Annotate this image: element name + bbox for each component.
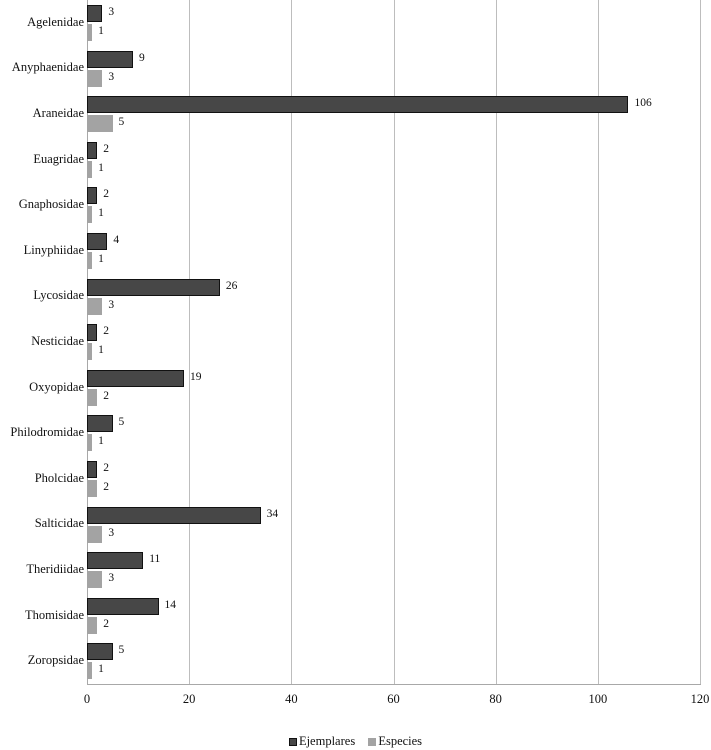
category-label: Euagridae — [33, 151, 84, 166]
data-label: 5 — [118, 416, 125, 429]
category-label: Araneidae — [32, 106, 84, 120]
legend-swatch-light — [368, 737, 377, 746]
data-label: 19 — [190, 370, 202, 383]
data-label: 5 — [118, 116, 125, 129]
x-tick-label: 80 — [489, 692, 502, 706]
data-label: 106 — [634, 97, 652, 110]
x-tick-label: 0 — [83, 692, 91, 706]
legend-label: Ejemplares — [298, 734, 356, 748]
data-label: 3 — [108, 526, 115, 539]
bar-especies — [87, 525, 103, 543]
data-label: 14 — [164, 598, 177, 611]
bar-ejemplares — [87, 96, 629, 114]
bar-ejemplares — [87, 506, 261, 524]
data-label: 3 — [108, 6, 115, 18]
data-label: 34 — [266, 507, 279, 520]
category-label: Thomisidae — [24, 607, 84, 622]
data-label: 4 — [113, 234, 120, 246]
category-label: Nesticidae — [31, 334, 84, 348]
x-tick-label: 120 — [690, 692, 710, 706]
data-label: 1 — [98, 253, 104, 265]
bar-ejemplares — [87, 324, 98, 342]
data-label: 2 — [103, 462, 109, 474]
bar-especies — [87, 252, 93, 269]
bar-especies — [87, 616, 98, 634]
data-label: 1 — [98, 207, 104, 220]
data-label: 1 — [98, 344, 104, 357]
category-label: Philodromidae — [10, 425, 84, 440]
bar-ejemplares — [87, 643, 113, 661]
category-label: Pholcidae — [34, 470, 84, 485]
data-label: 26 — [225, 279, 238, 292]
bar-ejemplares — [87, 461, 98, 478]
bar-especies — [87, 571, 103, 589]
gridline — [189, 0, 190, 684]
gridline — [496, 0, 497, 684]
bar-especies — [87, 206, 93, 224]
legend: Ejemplares Especies — [0, 734, 711, 750]
data-label: 1 — [98, 435, 104, 448]
bar-especies — [87, 480, 98, 497]
data-label: 2 — [103, 481, 109, 493]
category-label: Lycosidae — [33, 288, 84, 303]
bar-especies — [87, 388, 98, 406]
category-label: Agelenidae — [27, 14, 84, 29]
data-label: 2 — [103, 389, 109, 402]
data-label: 9 — [138, 51, 145, 64]
bar-ejemplares — [87, 278, 220, 296]
gridline — [291, 0, 292, 684]
category-label: Gnaphosidae — [18, 197, 84, 212]
gridline — [598, 0, 599, 684]
data-label: 2 — [103, 617, 109, 630]
bar-ejemplares — [87, 552, 144, 570]
data-label: 1 — [98, 25, 104, 37]
bar-especies — [87, 297, 103, 315]
bar-especies — [87, 434, 93, 452]
legend-swatch-dark — [288, 737, 297, 746]
bar-especies — [87, 343, 93, 361]
category-label: Linyphiidae — [23, 242, 84, 257]
bar-especies — [87, 69, 103, 87]
bar-especies — [87, 662, 93, 680]
data-label: 2 — [103, 188, 109, 201]
legend-item-ejemplares: Ejemplares — [288, 734, 356, 749]
bar-ejemplares — [87, 597, 159, 615]
data-label: 5 — [118, 644, 125, 657]
x-tick-label: 100 — [588, 692, 608, 706]
category-label: Salticidae — [34, 516, 84, 531]
gridline — [394, 0, 395, 684]
bar-ejemplares — [87, 5, 103, 22]
data-label: 1 — [98, 161, 104, 174]
bar-ejemplares — [87, 415, 113, 433]
bar-especies — [87, 24, 93, 41]
category-label: Theridiidae — [26, 562, 84, 576]
bar-ejemplares — [87, 141, 98, 159]
data-label: 1 — [98, 663, 104, 676]
x-axis-line — [87, 684, 701, 685]
data-label: 2 — [103, 142, 109, 155]
gridline — [700, 0, 701, 684]
category-label: Zoropsidae — [27, 653, 84, 668]
bar-ejemplares — [87, 187, 98, 205]
bar-ejemplares — [87, 233, 108, 250]
legend-item-especies: Especies — [368, 734, 422, 749]
bar-ejemplares — [87, 50, 133, 68]
category-label: Oxyopidae — [29, 379, 84, 394]
data-label: 3 — [108, 70, 115, 83]
x-tick-label: 20 — [182, 692, 196, 706]
bar-ejemplares — [87, 369, 185, 387]
category-label: Anyphaenidae — [11, 60, 84, 75]
bar-especies — [87, 160, 93, 178]
bar-especies — [87, 115, 113, 133]
y-axis-line — [87, 0, 88, 685]
x-tick-label: 40 — [285, 692, 298, 706]
x-tick-label: 60 — [387, 692, 400, 706]
legend-label: Especies — [378, 734, 423, 748]
data-label: 2 — [103, 325, 109, 338]
data-label: 3 — [108, 572, 115, 585]
data-label: 11 — [149, 553, 161, 566]
data-label: 3 — [108, 298, 115, 311]
